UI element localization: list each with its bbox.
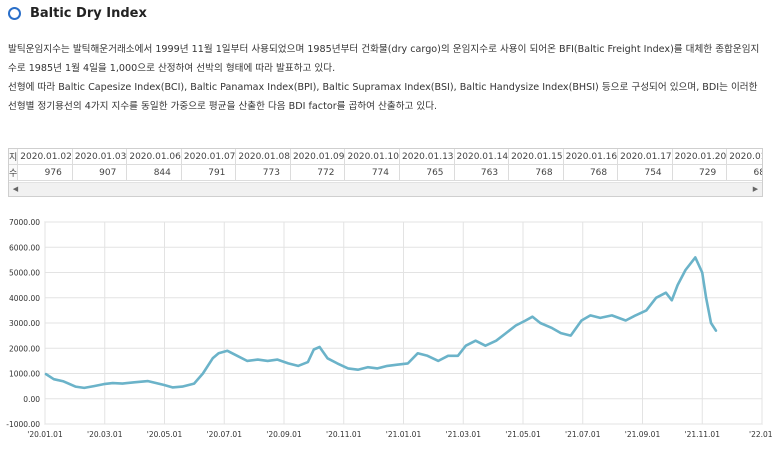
section-header: Baltic Dry Index bbox=[8, 6, 147, 21]
value-cell: 729 bbox=[672, 164, 728, 181]
scroll-left-arrow-icon[interactable]: ◀ bbox=[12, 185, 19, 193]
x-tick-label: '21.05.01 bbox=[505, 430, 541, 439]
x-tick-label: '20.11.01 bbox=[326, 430, 362, 439]
x-tick-label: '21.03.01 bbox=[446, 430, 482, 439]
x-tick-label: '20.01.01 bbox=[27, 430, 63, 439]
date-cell: 2020.01.06 bbox=[126, 149, 182, 165]
value-cell: 844 bbox=[126, 164, 182, 181]
date-cell: 2020.01.02 bbox=[17, 149, 73, 165]
value-cell: 976 bbox=[17, 164, 73, 181]
value-cell: 907 bbox=[72, 164, 128, 181]
description-paragraph-1: 발틱운임지수는 발틱해운거래소에서 1999년 11월 1일부터 사용되었으며 … bbox=[8, 44, 760, 74]
x-tick-label: '21.11.01 bbox=[685, 430, 721, 439]
y-tick-label: 6000.00 bbox=[9, 243, 40, 252]
value-cell: 768 bbox=[508, 164, 564, 181]
y-tick-label: 7000.00 bbox=[9, 218, 40, 227]
date-row: 지 2020.01.02 2020.01.03 2020.01.06 2020.01.… bbox=[9, 149, 762, 165]
date-cell: 2020.01.14 bbox=[454, 149, 510, 165]
value-row-header: 수 bbox=[9, 164, 19, 181]
date-row-header: 지 bbox=[9, 149, 19, 165]
value-cell: 774 bbox=[344, 164, 400, 181]
date-cell: 2020.01.13 bbox=[399, 149, 455, 165]
x-tick-label: '20.03.01 bbox=[87, 430, 123, 439]
x-tick-label: '22.01. bbox=[749, 430, 773, 439]
date-cell: 2020.01.09 bbox=[290, 149, 346, 165]
date-cell: 2020.01.20 bbox=[672, 149, 728, 165]
x-tick-label: '21.01.01 bbox=[386, 430, 422, 439]
y-tick-label: 3000.00 bbox=[9, 319, 40, 328]
x-tick-label: '21.09.01 bbox=[625, 430, 661, 439]
value-cell: 754 bbox=[617, 164, 673, 181]
value-cell: 768 bbox=[563, 164, 619, 181]
value-cell: 772 bbox=[290, 164, 346, 181]
date-cell: 2020.01.08 bbox=[235, 149, 291, 165]
data-table-container[interactable]: 지 2020.01.02 2020.01.03 2020.01.06 2020.01.… bbox=[8, 148, 763, 197]
horizontal-scrollbar[interactable]: ◀ ▶ bbox=[9, 182, 762, 196]
date-cell: 2020.01.03 bbox=[72, 149, 128, 165]
y-tick-label: -1000.00 bbox=[6, 420, 40, 429]
page-title: Baltic Dry Index bbox=[30, 6, 147, 21]
description-paragraph-2: 선형에 따라 Baltic Capesize Index(BCI), Balti… bbox=[8, 82, 758, 112]
value-cell: 689 bbox=[726, 164, 762, 181]
x-tick-label: '20.09.01 bbox=[266, 430, 302, 439]
value-cell: 763 bbox=[454, 164, 510, 181]
data-table: 지 2020.01.02 2020.01.03 2020.01.06 2020.01.… bbox=[9, 149, 762, 181]
bdi-line-chart: 7000.00 6000.00 5000.00 4000.00 3000.00 2000.… bbox=[6, 218, 773, 439]
scroll-right-arrow-icon[interactable]: ▶ bbox=[752, 185, 759, 193]
value-cell: 791 bbox=[181, 164, 237, 181]
date-cell: 2020.01.21 bbox=[726, 149, 762, 165]
y-tick-label: 5000.00 bbox=[9, 269, 40, 278]
x-tick-label: '20.07.01 bbox=[207, 430, 243, 439]
date-cell: 2020.01.16 bbox=[563, 149, 619, 165]
bdi-series-line bbox=[44, 256, 718, 390]
value-cell: 765 bbox=[399, 164, 455, 181]
date-cell: 2020.01.17 bbox=[617, 149, 673, 165]
y-tick-label: 0.00 bbox=[23, 395, 40, 404]
x-tick-label: '20.05.01 bbox=[147, 430, 183, 439]
date-cell: 2020.01.10 bbox=[344, 149, 400, 165]
y-tick-label: 4000.00 bbox=[9, 294, 40, 303]
value-cell: 773 bbox=[235, 164, 291, 181]
y-tick-label: 1000.00 bbox=[9, 370, 40, 379]
circle-bullet-icon bbox=[8, 7, 21, 20]
y-tick-label: 2000.00 bbox=[9, 344, 40, 353]
description: 발틱운임지수는 발틱해운거래소에서 1999년 11월 1일부터 사용되었으며 … bbox=[8, 40, 768, 116]
value-row: 수 976 907 844 791 773 772 774 765 763 768 768 754 72… bbox=[9, 164, 762, 181]
date-cell: 2020.01.15 bbox=[508, 149, 564, 165]
date-cell: 2020.01.07 bbox=[181, 149, 237, 165]
x-tick-label: '21.07.01 bbox=[565, 430, 601, 439]
